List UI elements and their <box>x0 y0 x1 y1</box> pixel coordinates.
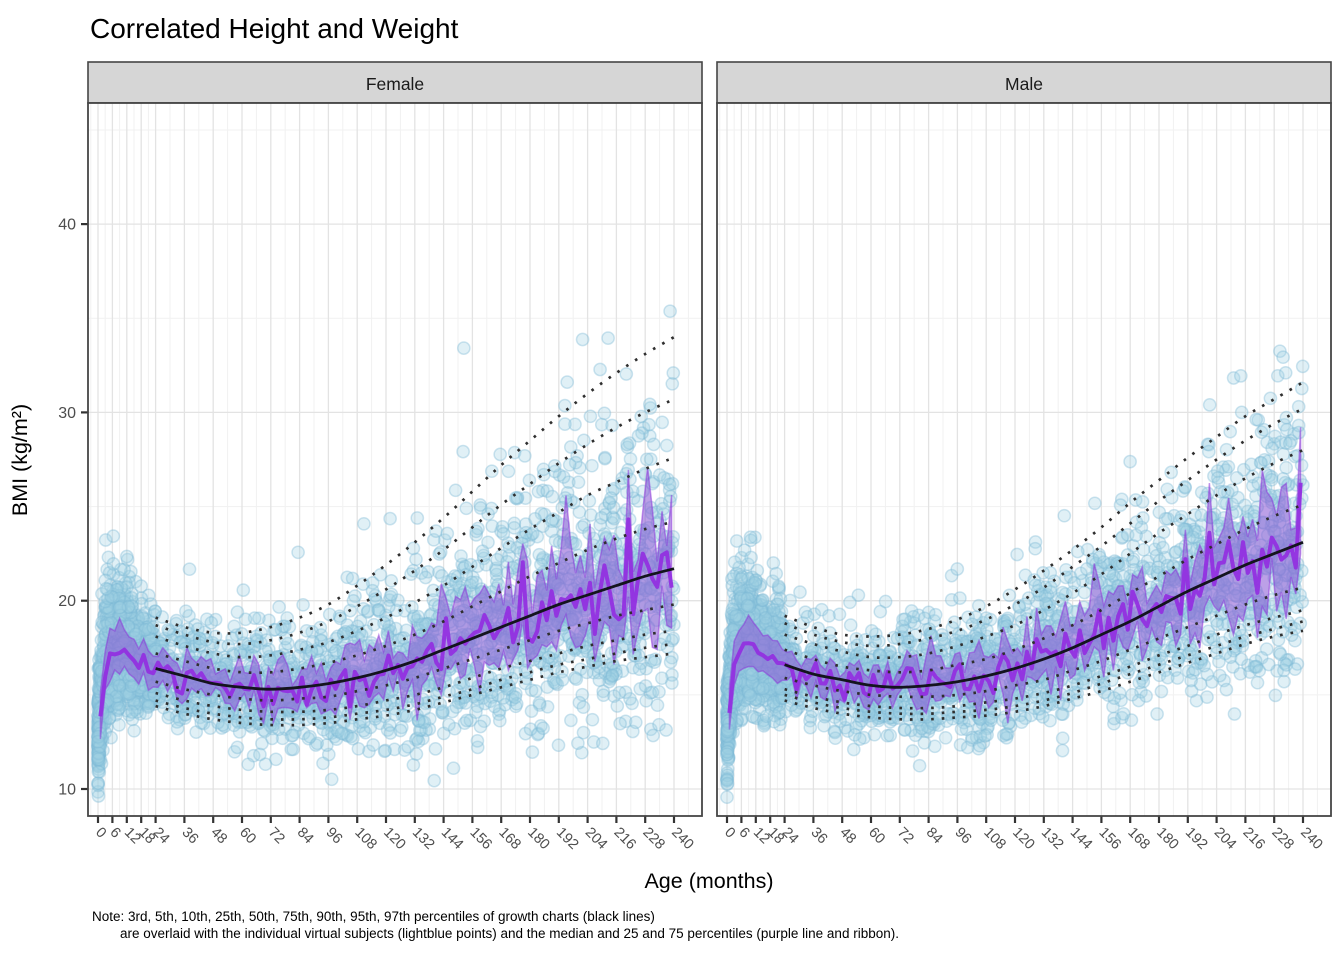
facet-strip-male-label: Male <box>1005 74 1043 94</box>
chart-title: Correlated Height and Weight <box>90 13 459 44</box>
facet-strip-female: Female <box>88 62 702 103</box>
footnote-line-2: are overlaid with the individual virtual… <box>120 926 899 941</box>
facet-strip-male: Male <box>717 62 1331 103</box>
panel-female <box>88 103 702 816</box>
x-axis-title: Age (months) <box>644 869 773 893</box>
footnote-line-1: Note: 3rd, 5th, 10th, 25th, 50th, 75th, … <box>92 909 655 924</box>
panel-male <box>717 103 1331 816</box>
y-axis-title: BMI (kg/m²) <box>8 404 32 516</box>
facet-strip-female-label: Female <box>366 74 424 94</box>
